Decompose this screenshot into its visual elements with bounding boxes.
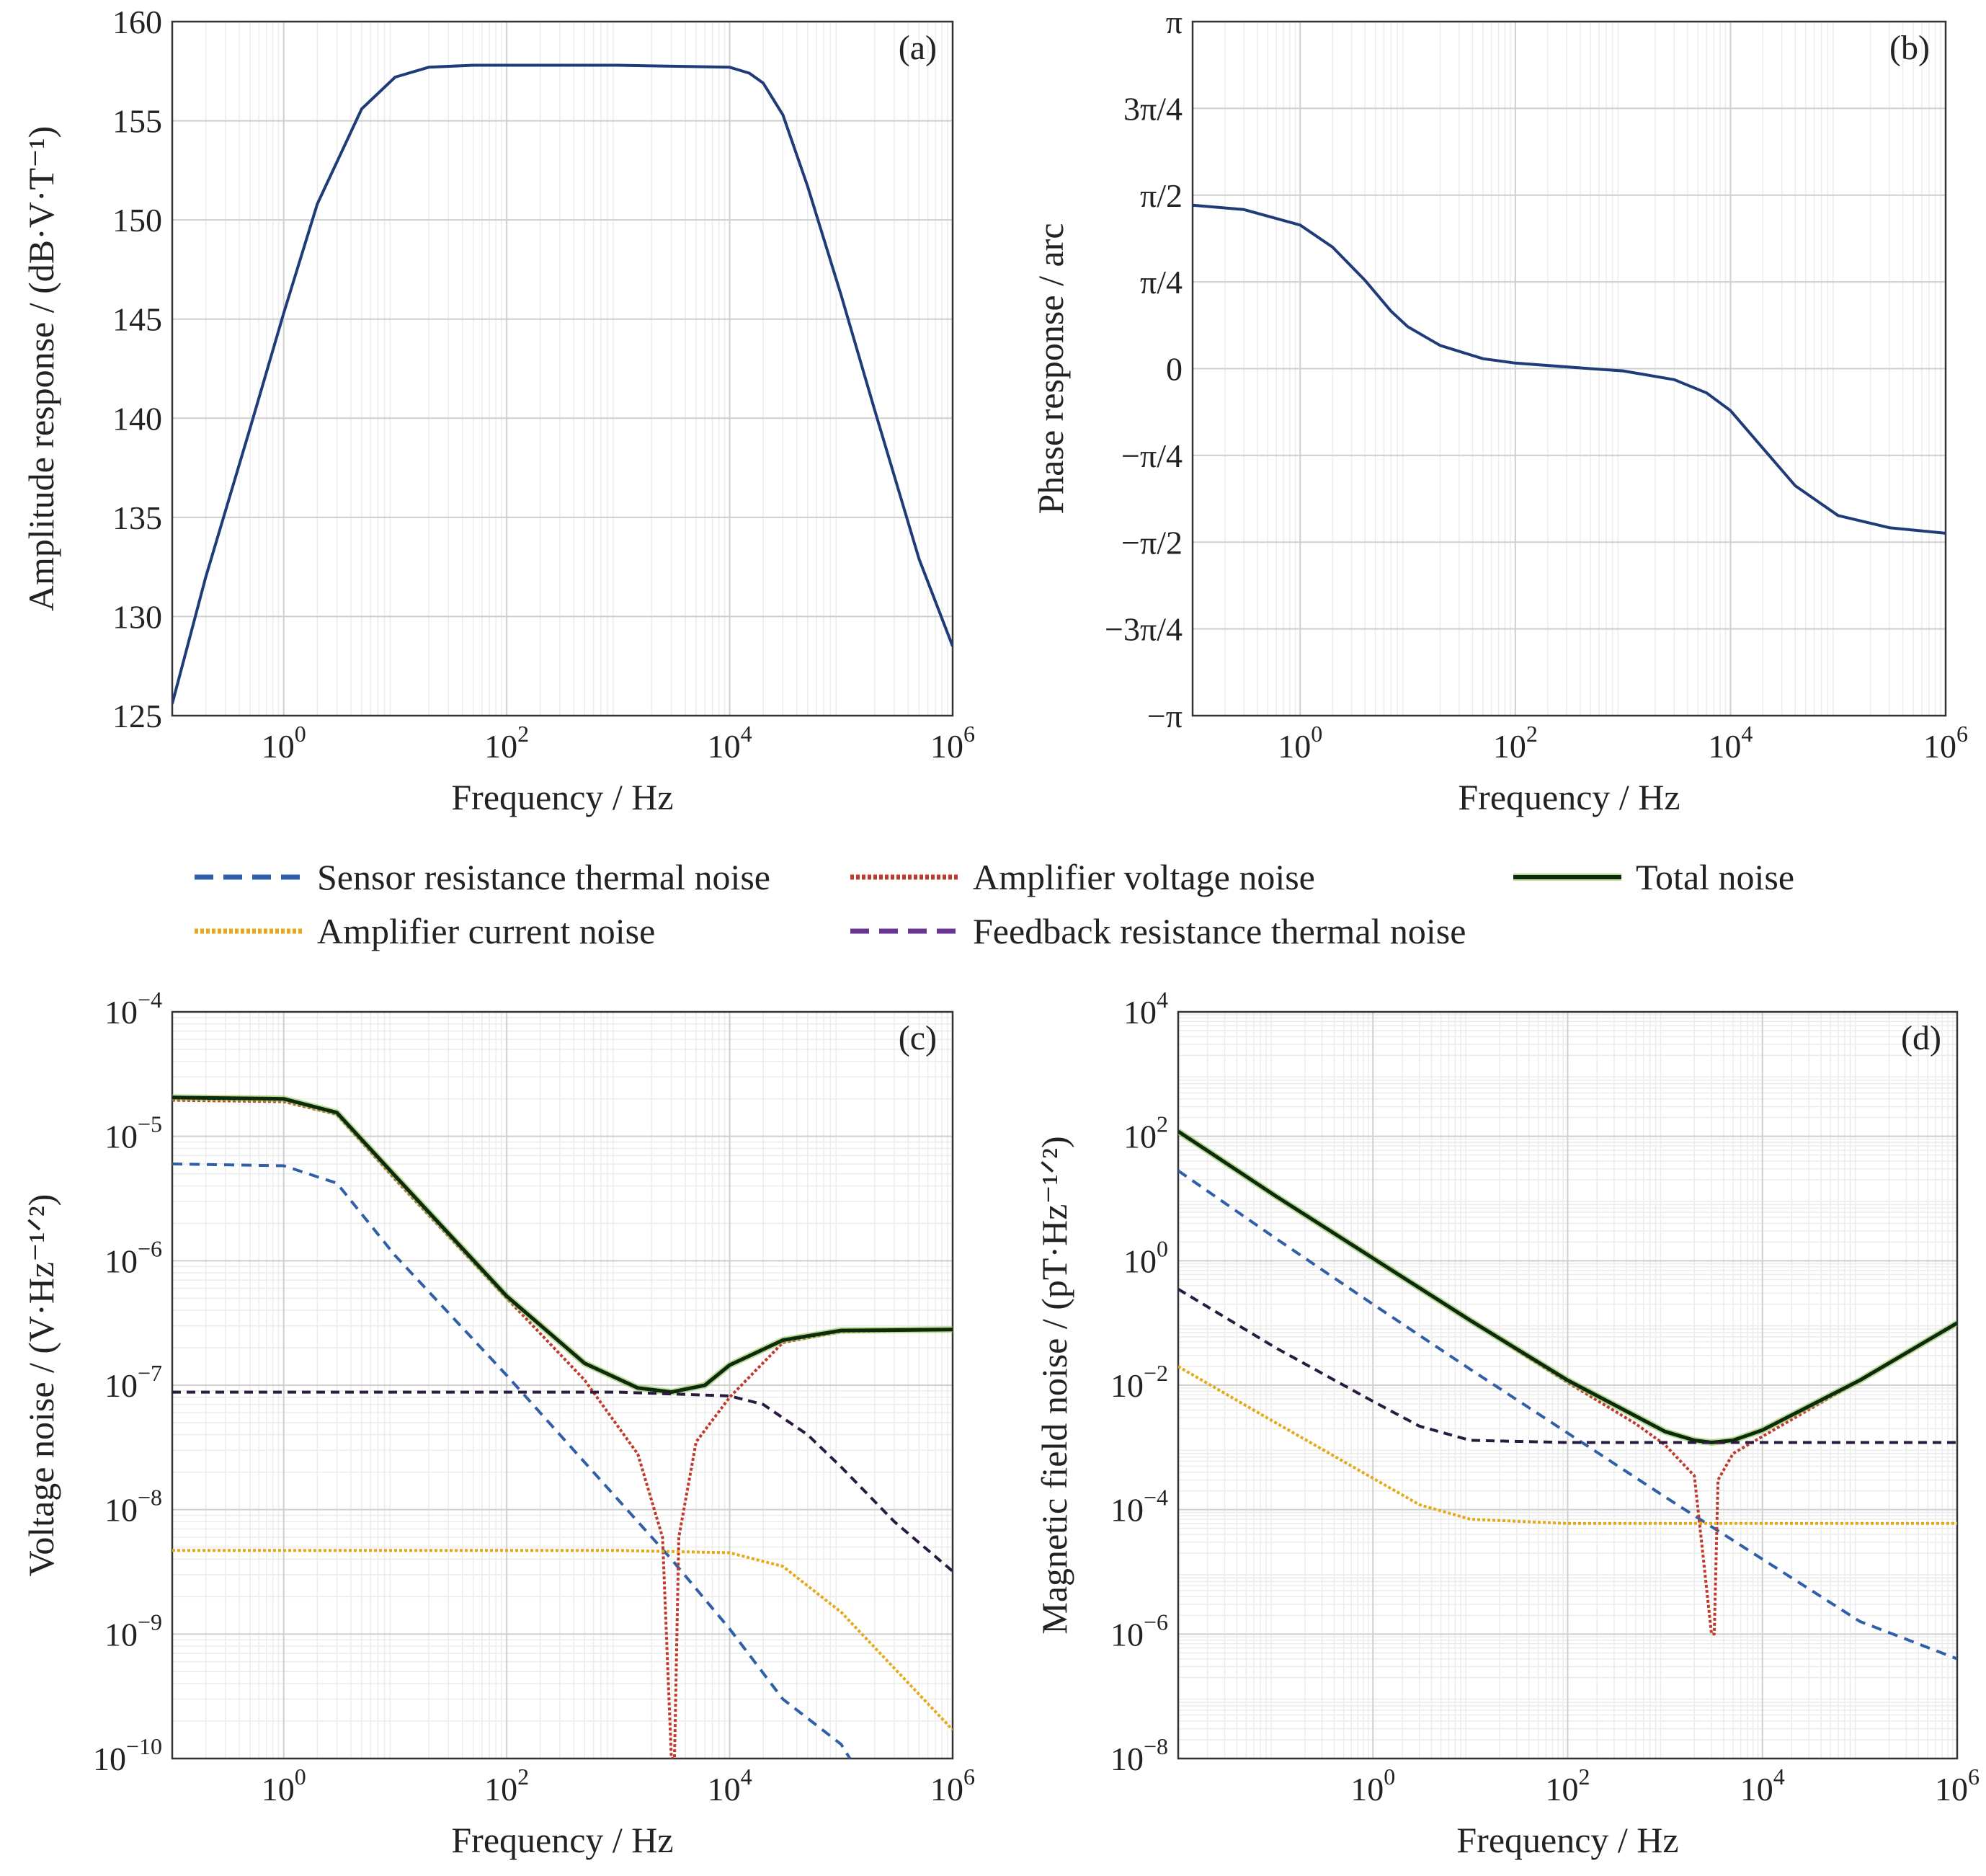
y-axis-label: Amplitude response / (dB·V·T⁻¹) (21, 126, 61, 611)
y-tick-label: 10−4 (1110, 1485, 1168, 1529)
x-tick-label: 104 (708, 721, 752, 765)
y-tick-label: 10−8 (104, 1485, 162, 1529)
series-group (1193, 203, 1946, 535)
x-tick-label: 104 (708, 1764, 752, 1808)
legend-item: Amplifier current noise (195, 911, 655, 951)
x-tick-label: 106 (1935, 1764, 1980, 1808)
x-tick-label: 106 (930, 721, 975, 765)
chart-panel-b: 100 102 104 106 −π −3π/4 −π/2 −π/4 0 π/4 π/2 3π/4 π (… (1030, 4, 1968, 817)
x-tick-label: 104 (1708, 721, 1753, 765)
series-amplifier-voltage-noise-line (172, 1098, 953, 1759)
y-tick-label: π (1166, 4, 1183, 40)
x-axis-label: Frequency / Hz (451, 777, 673, 817)
x-tick-label: 102 (1546, 1764, 1590, 1808)
series-amplifier-current-noise-line (172, 1549, 953, 1731)
panel-label: (b) (1889, 29, 1930, 67)
y-tick-label: −π/2 (1121, 524, 1183, 561)
y-tick-label: 102 (1123, 1111, 1168, 1155)
y-tick-label: π/4 (1140, 264, 1183, 301)
plot-frame (1177, 1010, 1959, 1760)
y-tick-label: 125 (112, 698, 162, 734)
panel-label: (c) (899, 1019, 937, 1057)
series-sensor-resistance-thermal-noise-line (172, 1163, 852, 1759)
major-grid (1193, 22, 1946, 716)
chart-panel-a: 100 102 104 106 125 130 135 140 145 150 155 160 (a) F… (21, 4, 975, 817)
series-sensor-resistance-thermal-noise-line (1178, 1169, 1957, 1661)
x-tick-label: 102 (1493, 721, 1538, 765)
legend-item: Sensor resistance thermal noise (195, 857, 770, 897)
y-tick-label: π/2 (1140, 177, 1183, 214)
y-tick-label: 160 (112, 4, 162, 40)
y-tick-label: 0 (1166, 351, 1183, 388)
y-axis-label: Magnetic field noise / (pT·Hz⁻¹ᐟ²) (1034, 1136, 1074, 1634)
major-grid (172, 1012, 953, 1759)
y-tick-label: 100 (1123, 1235, 1168, 1279)
y-tick-label: 130 (112, 598, 162, 635)
y-tick-label: 10−9 (104, 1609, 162, 1653)
series-amplifier-current-noise-line (1178, 1365, 1957, 1525)
legend-label: Amplifier voltage noise (973, 857, 1315, 897)
legend-item: Total noise (1513, 857, 1794, 897)
y-tick-label: 10−7 (104, 1360, 162, 1404)
series-total-noise-line (172, 1095, 953, 1395)
legend: Sensor resistance thermal noise Amplifier… (195, 857, 1794, 951)
major-grid (172, 22, 953, 716)
y-tick-label: 140 (112, 400, 162, 437)
y-axis-label: Voltage noise / (V·Hz⁻¹ᐟ²) (21, 1194, 61, 1577)
y-tick-label: −π (1147, 698, 1183, 734)
y-tick-label: 10−4 (104, 987, 162, 1031)
legend-item: Amplifier voltage noise (850, 857, 1315, 897)
series-feedback-resistance-thermal-noise-line (172, 1390, 953, 1573)
legend-label: Total noise (1636, 857, 1794, 897)
x-axis-label: Frequency / Hz (451, 1820, 673, 1860)
y-tick-label: 104 (1123, 987, 1168, 1031)
panel-label: (d) (1901, 1019, 1941, 1057)
legend-label: Feedback resistance thermal noise (973, 911, 1466, 951)
y-tick-label: 3π/4 (1123, 90, 1183, 127)
y-tick-label: 10−10 (93, 1733, 162, 1777)
major-grid (1178, 1012, 1957, 1759)
x-axis-label: Frequency / Hz (1456, 1820, 1678, 1860)
x-axis-label: Frequency / Hz (1458, 777, 1680, 817)
y-tick-label: 155 (112, 103, 162, 140)
series-group (172, 63, 953, 705)
y-tick-label: 135 (112, 499, 162, 536)
plot-frame (171, 20, 954, 717)
y-axis-label: Phase response / arc (1030, 223, 1071, 514)
x-tick-label: 100 (1278, 721, 1322, 765)
legend-label: Amplifier current noise (317, 911, 655, 951)
plot-frame (1191, 20, 1947, 717)
x-tick-label: 100 (1350, 1764, 1395, 1808)
chart-panel-c: 100 102 104 106 10−10 10−9 10−8 10−7 10−6 10−5 10−… (21, 987, 975, 1860)
series-feedback-resistance-thermal-noise-line (1178, 1287, 1957, 1444)
plot-frame (171, 1010, 954, 1760)
minor-grid (205, 22, 948, 716)
chart-panel-d: 100 102 104 106 10−8 10−6 10−4 10−2 100 102 104 (d)… (1034, 987, 1980, 1860)
x-tick-label: 102 (484, 1764, 529, 1808)
series-group (1178, 1129, 1957, 1661)
series-response-line (1193, 203, 1946, 535)
legend-item: Feedback resistance thermal noise (850, 911, 1466, 951)
y-tick-label: 10−5 (104, 1111, 162, 1155)
y-tick-label: 145 (112, 301, 162, 338)
legend-label: Sensor resistance thermal noise (317, 857, 770, 897)
y-tick-label: 10−2 (1110, 1360, 1168, 1404)
x-tick-label: 100 (262, 721, 306, 765)
series-total-noise-line (1178, 1129, 1957, 1444)
y-tick-label: 10−6 (1110, 1609, 1168, 1653)
y-tick-label: 10−8 (1110, 1733, 1168, 1777)
y-tick-label: 150 (112, 202, 162, 239)
y-tick-label: −π/4 (1121, 437, 1183, 474)
x-tick-label: 100 (262, 1764, 306, 1808)
x-tick-label: 106 (930, 1764, 975, 1808)
y-tick-label: −3π/4 (1105, 611, 1183, 648)
x-tick-label: 106 (1923, 721, 1968, 765)
panel-label: (a) (899, 29, 937, 67)
series-group (172, 1094, 953, 1759)
y-tick-label: 10−6 (104, 1235, 162, 1279)
series-response-line (172, 63, 953, 705)
x-tick-label: 104 (1740, 1764, 1785, 1808)
x-tick-label: 102 (484, 721, 529, 765)
